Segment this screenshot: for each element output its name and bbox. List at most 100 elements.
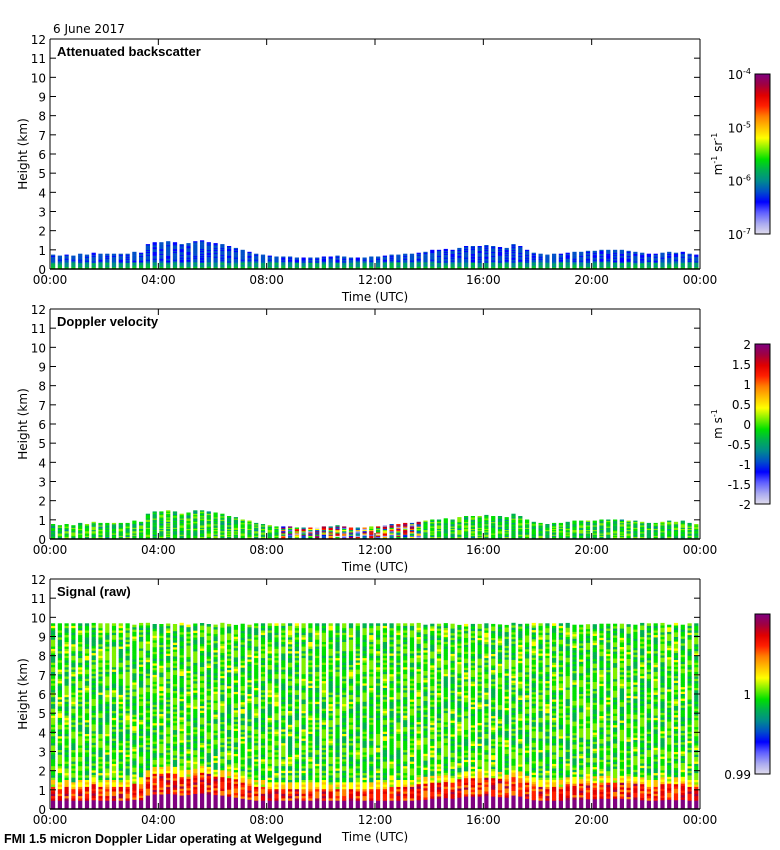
backscatter-cell (477, 266, 482, 268)
velocity-cell (382, 525, 387, 527)
velocity-cell (592, 520, 597, 523)
backscatter-cell (403, 260, 408, 262)
velocity-cell (342, 534, 347, 536)
backscatter-cell (640, 254, 645, 256)
velocity-cell (111, 525, 117, 527)
backscatter-cell (84, 256, 90, 258)
backscatter-cell (613, 265, 618, 267)
velocity-cell (450, 528, 455, 531)
signal-cell (132, 735, 137, 738)
y-tick-label: 7 (38, 399, 46, 413)
velocity-cell (572, 533, 577, 535)
velocity-cell (369, 529, 374, 532)
velocity-cell (227, 516, 232, 518)
backscatter-cell (254, 259, 259, 261)
backscatter-cell (504, 256, 509, 258)
velocity-cell (653, 531, 658, 533)
velocity-cell (91, 535, 96, 537)
backscatter-cell (687, 256, 692, 258)
velocity-cell (227, 536, 232, 539)
signal-cell (125, 641, 130, 645)
backscatter-cell (254, 265, 259, 267)
backscatter-cell (193, 248, 198, 251)
velocity-cell (111, 528, 117, 531)
velocity-cell (193, 534, 198, 536)
signal-cell (84, 749, 90, 753)
backscatter-cell (362, 257, 367, 259)
signal-cell (98, 775, 103, 778)
signal-cell (132, 698, 137, 701)
backscatter-cell (132, 267, 137, 269)
velocity-cell (281, 528, 286, 531)
velocity-cell (450, 526, 455, 528)
signal-cell (152, 709, 157, 712)
velocity-cell (497, 533, 503, 535)
signal-cell (64, 740, 69, 744)
signal-cell (111, 683, 117, 686)
velocity-cell (525, 532, 530, 534)
velocity-cell (321, 531, 326, 533)
backscatter-cell (213, 243, 218, 245)
velocity-cell (680, 520, 685, 523)
velocity-cell (579, 536, 584, 539)
signal-cell (145, 652, 150, 656)
velocity-cell (186, 533, 191, 535)
velocity-cell (545, 526, 550, 528)
signal-cell (152, 743, 157, 747)
velocity-cell (450, 519, 455, 521)
velocity-cell (403, 534, 408, 536)
velocity-cell (518, 533, 523, 535)
velocity-cell (525, 535, 530, 537)
backscatter-cell (213, 255, 218, 257)
velocity-cell (436, 522, 442, 525)
velocity-cell (646, 536, 651, 539)
signal-cell (111, 733, 117, 737)
backscatter-cell (348, 266, 354, 268)
backscatter-cell (186, 253, 191, 255)
velocity-cell (227, 526, 232, 528)
signal-cell (172, 702, 178, 705)
backscatter-cell (484, 261, 489, 263)
signal-cell (84, 669, 90, 672)
velocity-cell (57, 533, 62, 535)
velocity-cell (260, 536, 266, 539)
backscatter-cell (518, 261, 523, 263)
velocity-cell (450, 521, 455, 524)
backscatter-cell (558, 266, 563, 268)
velocity-cell (220, 514, 225, 517)
signal-cell (57, 662, 62, 665)
velocity-cell (497, 520, 503, 523)
backscatter-cell (172, 251, 178, 254)
velocity-cell (321, 533, 326, 535)
backscatter-cell (382, 263, 387, 265)
backscatter-cell (64, 263, 69, 265)
signal-cell (139, 731, 144, 734)
backscatter-cell (321, 266, 326, 268)
velocity-cell (457, 518, 462, 520)
velocity-cell (409, 531, 415, 533)
backscatter-cell (200, 241, 205, 243)
backscatter-cell (260, 262, 266, 264)
velocity-cell (200, 516, 205, 518)
backscatter-cell (470, 246, 475, 248)
signal-cell (139, 795, 144, 798)
signal-cell (98, 729, 103, 732)
backscatter-cell (613, 256, 618, 258)
signal-cell (118, 740, 123, 744)
backscatter-cell (369, 258, 374, 260)
signal-cell (57, 793, 62, 797)
signal-cell (166, 646, 171, 650)
signal-cell (84, 673, 90, 677)
velocity-cell (653, 527, 658, 529)
backscatter-cell (227, 260, 232, 262)
velocity-cell (105, 522, 110, 525)
signal-cell (179, 793, 184, 796)
backscatter-cell (362, 258, 367, 260)
backscatter-cell (315, 264, 320, 266)
velocity-cell (450, 532, 455, 534)
backscatter-cell (464, 260, 469, 262)
velocity-cell (443, 532, 448, 534)
signal-cell (152, 628, 157, 632)
y-tick-label: 10 (31, 341, 46, 355)
velocity-cell (166, 526, 171, 528)
